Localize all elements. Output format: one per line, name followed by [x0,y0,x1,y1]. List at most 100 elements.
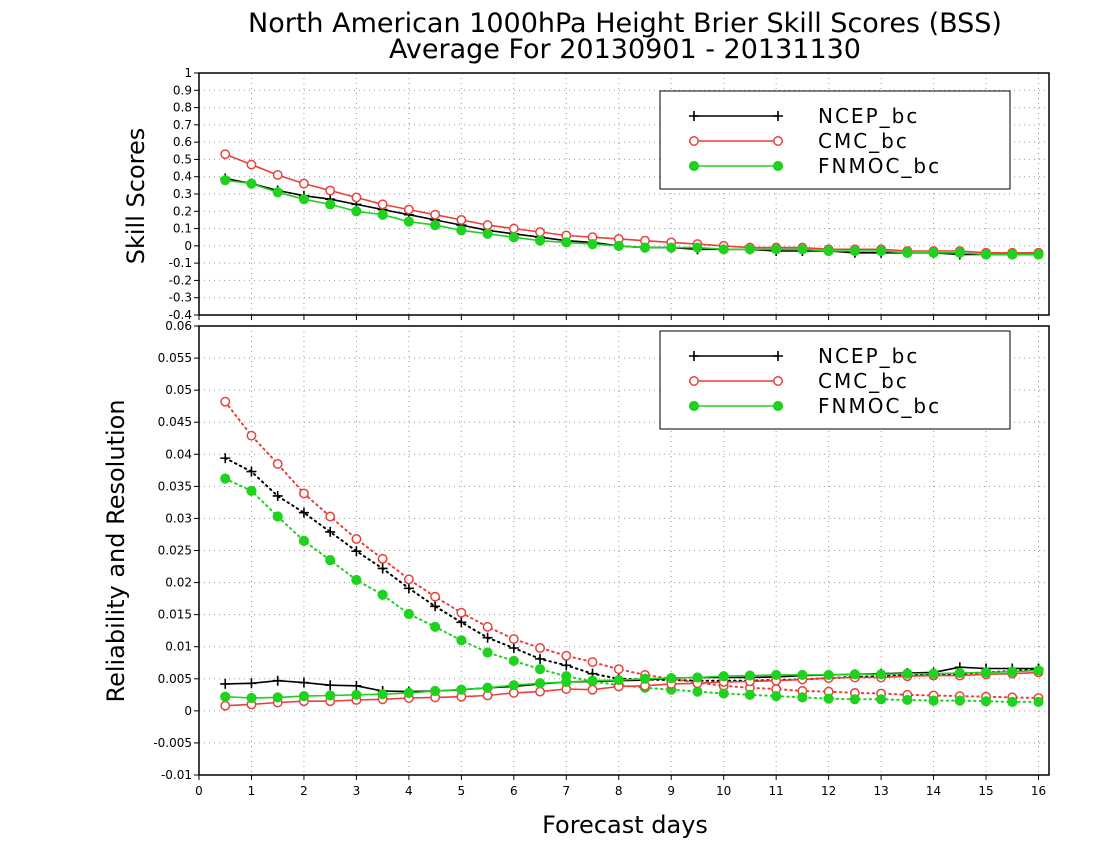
data-point [430,685,441,697]
data-point [351,689,362,700]
series-FNMOC_bc-reliability [220,665,1044,704]
data-point [325,199,336,210]
data-point [246,485,257,496]
data-point [298,507,309,518]
data-point [928,668,939,679]
x-tick-label: 6 [510,784,518,798]
data-point [954,247,965,258]
data-point [325,526,336,537]
y-tick-label: 0.6 [173,135,192,149]
top-y-axis-label: Skill Scores [122,128,150,265]
y-tick-label: 0.2 [173,204,192,218]
data-point [561,237,572,248]
y-tick-label: 0.05 [165,383,192,397]
x-tick-label: 2 [300,784,308,798]
x-tick-label: 16 [1031,784,1046,798]
data-point [535,227,545,237]
data-point [954,695,965,706]
data-point [1033,665,1044,676]
data-point [456,617,467,628]
data-point [220,473,231,484]
data-point [220,149,231,160]
y-tick-label: 0.7 [173,118,192,132]
legend-marker [689,111,699,121]
data-point [220,453,231,464]
y-tick-label: 0 [184,704,192,718]
data-point [272,170,283,180]
data-point [692,686,703,697]
data-point [403,574,414,585]
x-tick-label: 7 [562,784,570,798]
data-point [430,209,441,220]
data-point [639,673,651,684]
data-point [587,684,598,695]
legend-label: CMC_bc [818,369,909,393]
y-tick-label: 0.3 [173,187,192,201]
legend-label: FNMOC_bc [818,394,941,418]
data-point [744,689,756,700]
top-plot-frame [198,72,1050,316]
data-point [351,206,362,217]
data-point [220,700,231,711]
data-point [482,220,493,231]
legend-entry-CMC_bc: CMC_bc [689,369,909,393]
data-point [771,691,782,702]
top-grid [199,73,1049,315]
legend-marker [773,351,783,361]
data-point [718,244,729,255]
x-tick-label: 8 [615,784,623,798]
data-point [849,669,860,680]
legend-entry-FNMOC_bc: FNMOC_bc [688,154,941,178]
data-point [403,216,414,227]
data-point [351,574,362,586]
data-point [351,680,362,691]
data-point [561,650,572,661]
data-point [298,178,309,189]
y-tick-label: 0 [184,239,192,253]
data-point [482,647,493,658]
series-line [224,400,1040,699]
y-tick-label: -0.4 [169,308,192,322]
x-tick-label: 5 [458,784,466,798]
data-point [508,223,519,234]
y-tick-label: 1 [184,66,192,80]
data-point [980,696,992,707]
data-point [246,159,257,170]
data-point [587,239,598,250]
bottom-y-axis: -0.01 -0.005 0 0.005 0.01 0.015 0.02 0.025 0.03 0… [153,319,199,782]
legend-label: FNMOC_bc [818,154,941,178]
data-point [849,245,860,257]
x-axis-label: Forecast days [542,811,708,839]
data-point [220,678,231,689]
data-point [482,621,493,632]
data-point [902,694,913,706]
data-point [561,660,572,671]
data-point [272,490,283,501]
y-tick-label: 0.4 [173,170,192,184]
data-point [534,235,546,246]
data-point [534,678,546,689]
y-tick-label: 0.045 [158,415,192,429]
legend-marker [689,351,699,361]
data-point [535,686,545,697]
data-point [875,694,887,705]
x-tick-label: 12 [821,784,836,798]
data-point [692,672,703,683]
data-point [298,194,310,205]
data-point [246,430,257,441]
skill-score-panel: -0.4 -0.3 -0.2 -0.1 0 0.1 0.2 0.3 0.4 0.5 0.6 0.7 0.… [169,66,1050,322]
data-point [456,214,467,225]
y-tick-label: -0.3 [169,291,192,305]
data-point [377,199,388,210]
data-point [272,511,283,522]
data-point [377,563,388,574]
data-point [430,220,441,231]
data-point [272,187,283,198]
data-point [666,242,677,253]
x-tick-label: 0 [195,784,203,798]
data-point [351,546,362,557]
data-point [325,555,336,566]
data-point [613,674,624,686]
y-tick-label: 0.02 [165,576,192,590]
